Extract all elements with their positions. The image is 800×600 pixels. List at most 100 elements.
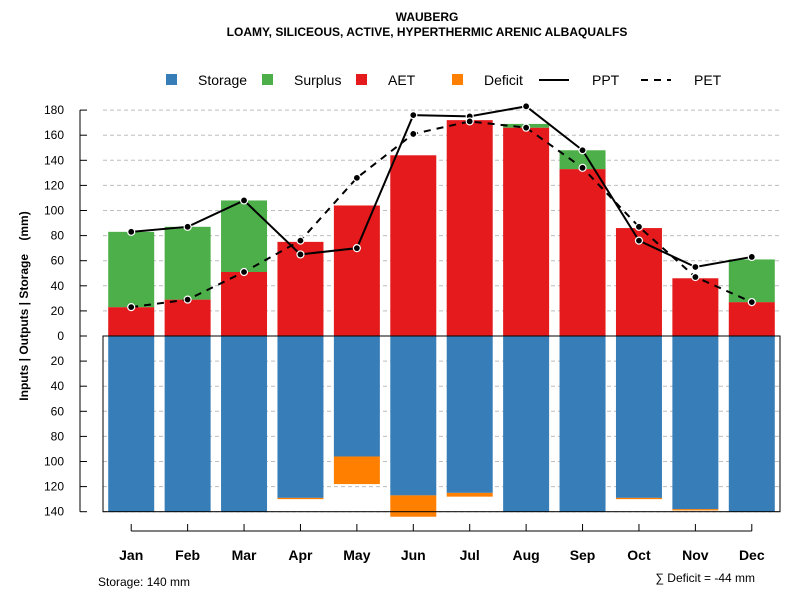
legend-swatch <box>452 74 463 85</box>
pet-point <box>634 222 644 231</box>
x-tick-label: Sep <box>570 547 596 563</box>
ppt-point <box>239 196 249 205</box>
surplus-bar <box>108 231 155 308</box>
surplus-bar <box>164 226 211 300</box>
y-tick-label: 100 <box>44 455 64 469</box>
x-tick-label: Dec <box>739 547 765 563</box>
y-tick-label: 160 <box>44 128 64 142</box>
y-tick-label: 40 <box>51 279 65 293</box>
y-tick-label: 20 <box>51 354 65 368</box>
y-axis: 180 160 140 120 100 80 60 40 20 0 20 40 60 80 100 120 14… <box>44 103 87 519</box>
deficit-bar <box>615 497 662 500</box>
chart-subtitle: LOAMY, SILICEOUS, ACTIVE, HYPERTHERMIC A… <box>227 25 628 39</box>
storage-bar <box>503 336 550 512</box>
aet-bar <box>446 120 493 336</box>
x-tick-label: Nov <box>682 547 709 563</box>
legend-label: Deficit <box>484 72 523 88</box>
aet-bar <box>672 278 719 336</box>
legend-label: Surplus <box>294 72 341 88</box>
y-tick-label: 60 <box>51 404 65 418</box>
bars <box>102 120 781 517</box>
legend-label: PPT <box>592 72 620 88</box>
deficit-bar <box>446 492 493 497</box>
chart-title: WAUBERG <box>396 10 459 24</box>
ppt-point <box>578 146 587 155</box>
x-tick-label: Feb <box>175 547 200 563</box>
storage-bar <box>221 336 268 512</box>
storage-bar <box>164 336 211 512</box>
deficit-bar <box>277 497 324 500</box>
ppt-line <box>131 105 752 269</box>
aet-bar <box>108 307 155 336</box>
aet-bar <box>390 155 437 336</box>
legend-label: AET <box>388 72 416 88</box>
pet-point <box>691 272 700 282</box>
ppt-point <box>634 236 644 245</box>
deficit-note: ∑ Deficit = -44 mm <box>655 571 755 585</box>
x-tick-label: Jul <box>460 547 480 563</box>
x-tick-label: Aug <box>513 547 540 563</box>
storage-bar <box>672 336 719 510</box>
ppt-point <box>127 227 136 236</box>
x-tick-label: Mar <box>232 547 257 563</box>
ppt-point <box>747 252 756 262</box>
storage-bar <box>333 336 380 457</box>
aet-bar <box>503 127 550 336</box>
aet-bar <box>164 299 211 336</box>
ppt-point <box>691 262 700 272</box>
y-tick-label: 60 <box>51 254 65 268</box>
ppt-point <box>522 102 531 111</box>
storage-bar <box>390 336 437 496</box>
y-axis-label: Inputs | Outputs | Storage (mm) <box>17 211 31 400</box>
deficit-bar <box>333 456 380 485</box>
y-tick-label: 80 <box>51 429 65 443</box>
pet-point <box>578 163 587 172</box>
x-tick-label: Apr <box>288 547 313 563</box>
aet-bar <box>333 205 380 336</box>
storage-bar <box>615 336 662 498</box>
legend-label: Storage <box>198 72 247 88</box>
storage-bar <box>728 336 775 512</box>
x-tick-label: Jun <box>401 547 426 563</box>
storage-frame <box>102 335 781 513</box>
legend-swatch <box>356 74 367 85</box>
y-tick-label: 140 <box>44 505 64 519</box>
pet-point <box>239 267 249 277</box>
pet-point <box>296 236 305 245</box>
y-tick-label: 0 <box>57 329 64 343</box>
ppt-point <box>352 244 361 253</box>
storage-bar <box>108 336 155 512</box>
aet-bar <box>615 228 662 336</box>
storage-note: Storage: 140 mm <box>98 575 190 589</box>
y-tick-label: 20 <box>51 304 65 318</box>
pet-point <box>522 123 531 132</box>
legend-swatch <box>262 74 273 85</box>
deficit-bar <box>390 495 437 517</box>
x-tick-label: Oct <box>627 547 651 563</box>
x-tick-label: Jan <box>119 547 143 563</box>
y-tick-label: 100 <box>44 204 64 218</box>
pet-point <box>183 295 192 304</box>
surplus-bar <box>728 259 775 303</box>
gridlines <box>103 109 780 513</box>
pet-point <box>409 129 418 139</box>
y-tick-label: 180 <box>44 103 64 117</box>
ppt-point <box>183 222 192 231</box>
aet-bar <box>221 271 268 336</box>
storage-bar <box>277 336 324 498</box>
ppt-point <box>409 111 418 120</box>
deficit-bar <box>672 509 719 511</box>
lines <box>127 102 756 312</box>
y-tick-label: 40 <box>51 379 65 393</box>
pet-line <box>131 120 753 309</box>
y-tick-label: 120 <box>44 178 64 192</box>
ppt-point <box>296 250 305 259</box>
storage-bar <box>446 336 493 493</box>
surplus-bar <box>559 150 606 170</box>
pet-point <box>352 173 361 182</box>
storage-bar <box>559 336 606 512</box>
legend-label: PET <box>694 72 722 88</box>
pet-point <box>465 117 474 126</box>
y-tick-label: 140 <box>44 153 64 167</box>
aet-bar <box>559 169 606 336</box>
